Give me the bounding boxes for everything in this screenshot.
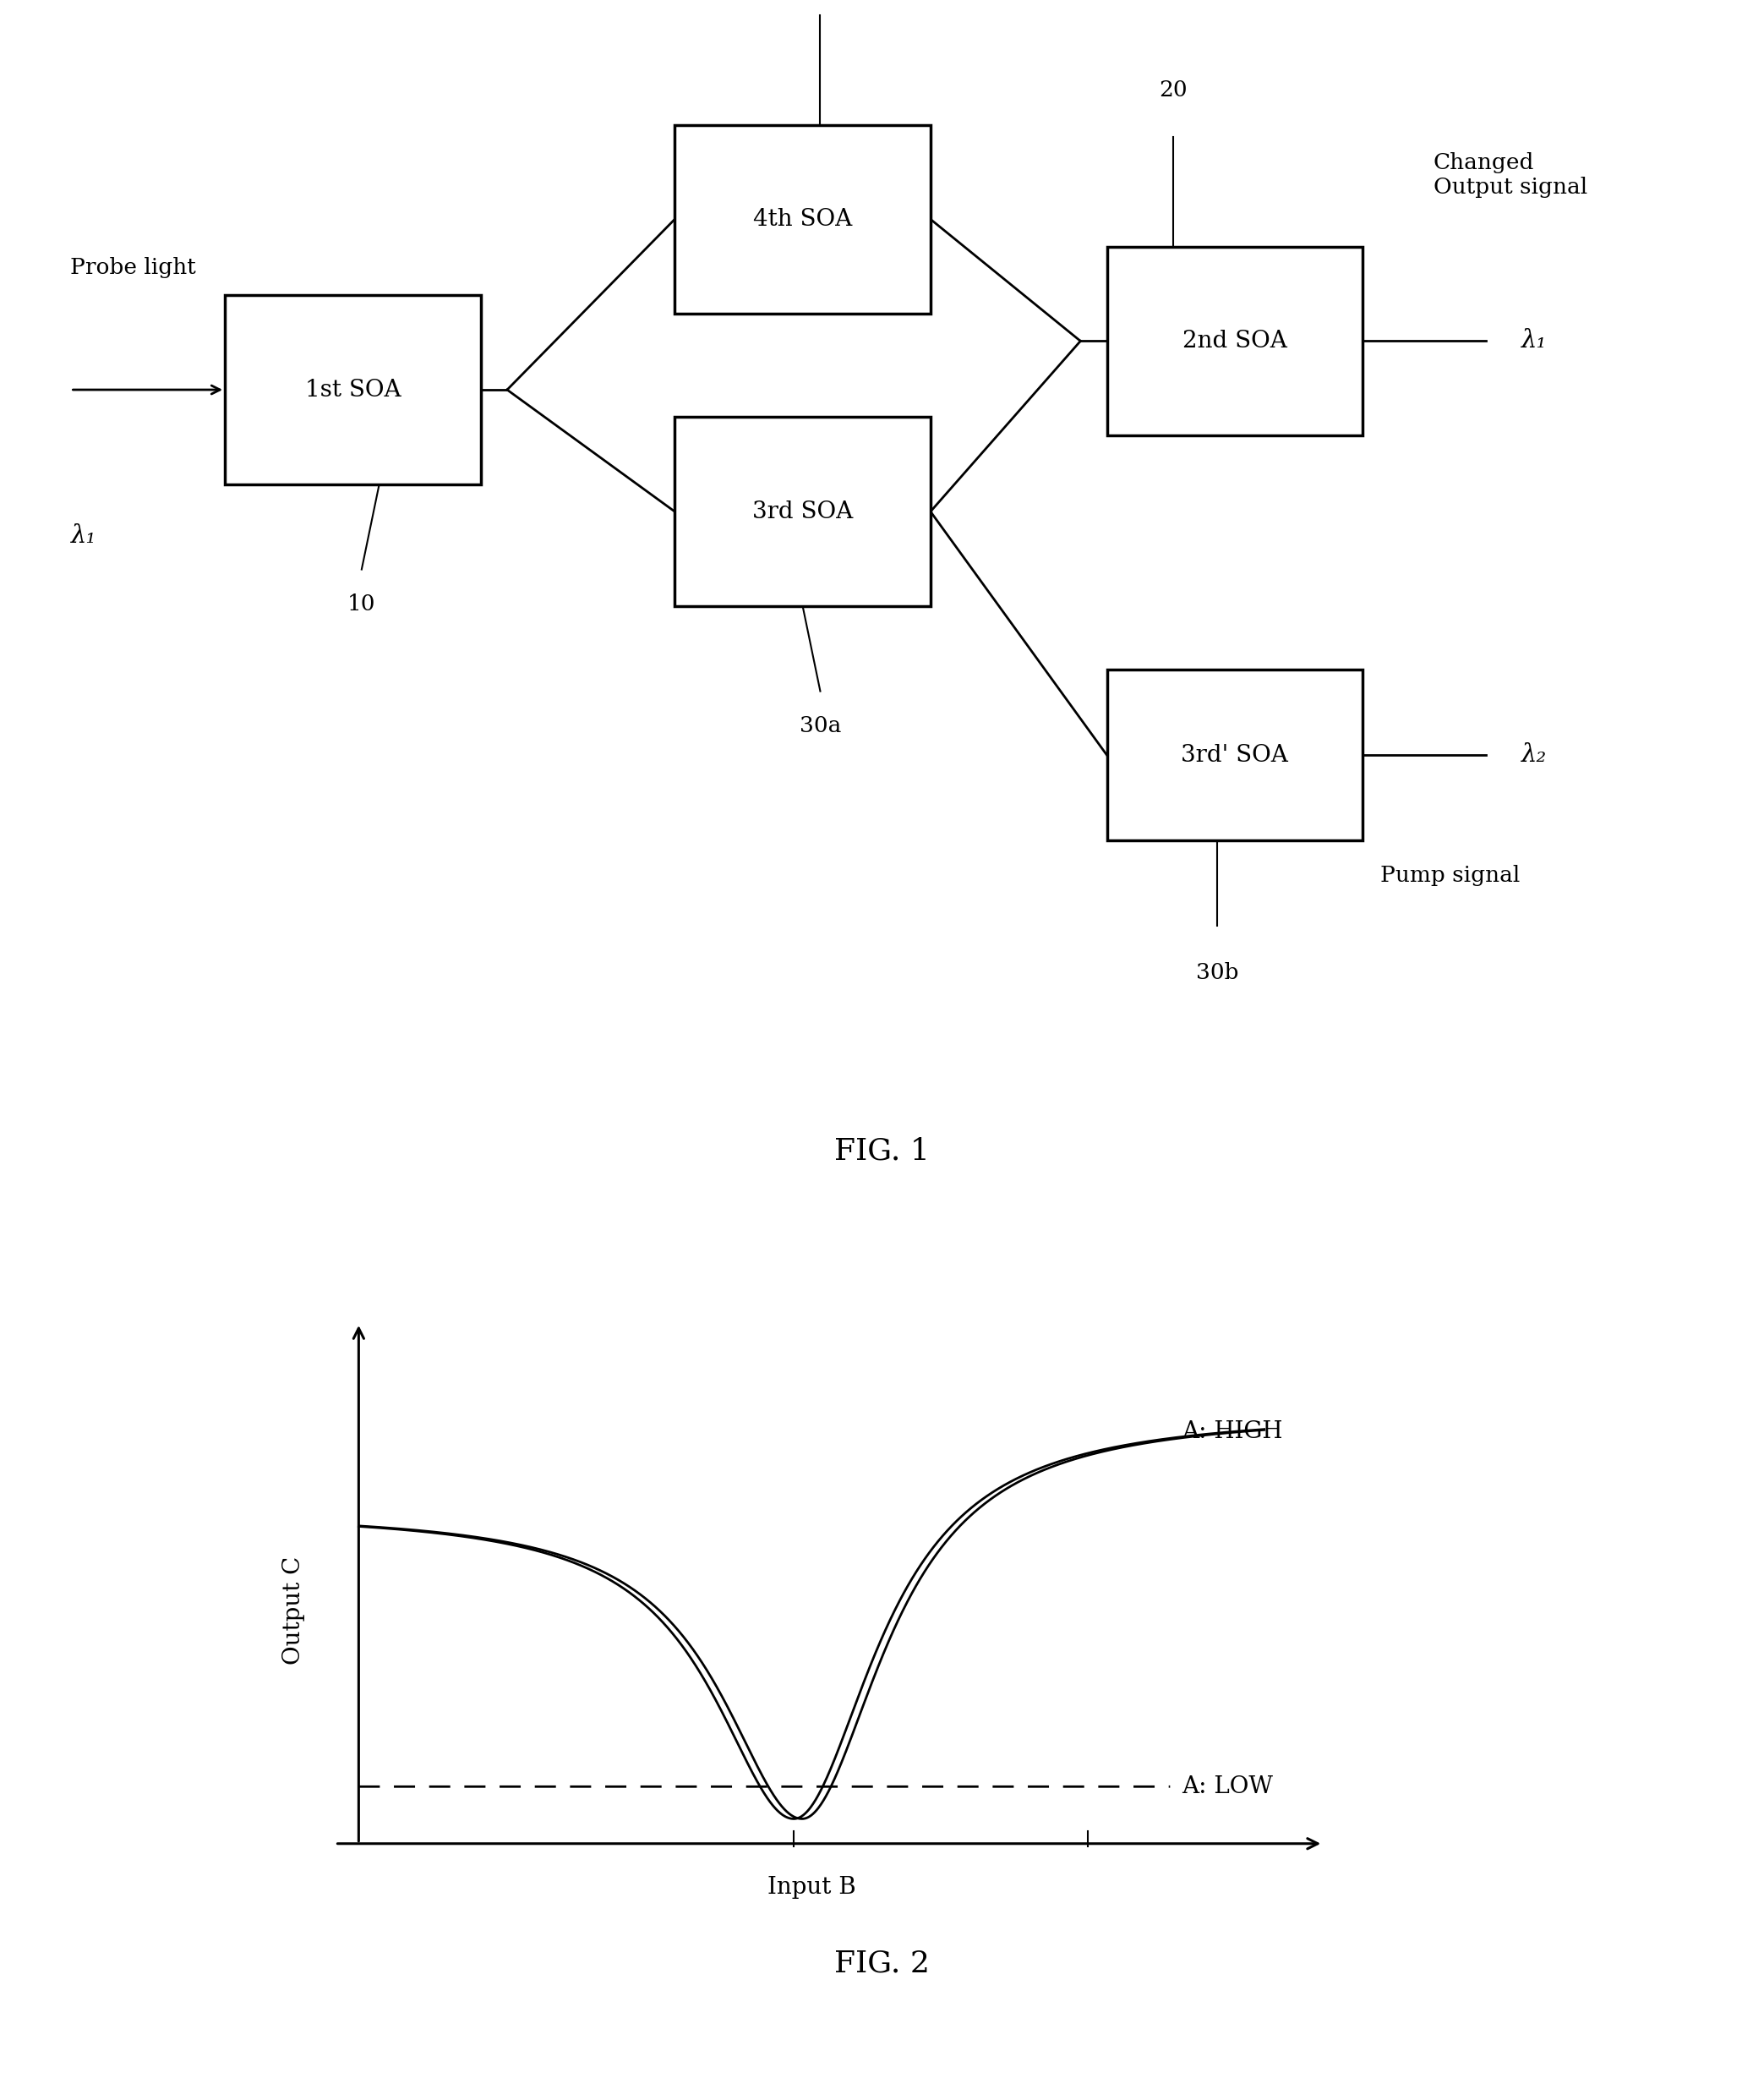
Text: FIG. 2: FIG. 2 xyxy=(834,1949,930,1978)
Text: 4th SOA: 4th SOA xyxy=(753,208,852,231)
Text: A: LOW: A: LOW xyxy=(1182,1774,1274,1798)
Bar xyxy=(1108,246,1364,435)
Bar xyxy=(674,124,931,313)
Text: Pump signal: Pump signal xyxy=(1379,865,1521,886)
Text: A: HIGH: A: HIGH xyxy=(1182,1422,1282,1443)
Bar xyxy=(674,418,931,607)
Text: λ₁: λ₁ xyxy=(71,525,95,548)
Text: λ₁: λ₁ xyxy=(1521,330,1547,353)
Text: λ₂: λ₂ xyxy=(1521,743,1547,766)
Text: 3rd' SOA: 3rd' SOA xyxy=(1182,743,1288,766)
Text: 30b: 30b xyxy=(1196,962,1238,983)
Text: Input B: Input B xyxy=(767,1875,856,1898)
Text: Probe light: Probe light xyxy=(71,258,196,279)
Text: 30a: 30a xyxy=(799,716,841,737)
Text: 1st SOA: 1st SOA xyxy=(305,378,400,401)
Text: 20: 20 xyxy=(1159,80,1187,101)
Text: Changed
Output signal: Changed Output signal xyxy=(1432,153,1588,197)
Text: 3rd SOA: 3rd SOA xyxy=(751,500,854,523)
Text: Output C: Output C xyxy=(282,1556,305,1665)
Bar xyxy=(226,296,480,485)
Text: FIG. 1: FIG. 1 xyxy=(834,1136,930,1166)
Text: 10: 10 xyxy=(348,594,376,615)
Text: 2nd SOA: 2nd SOA xyxy=(1182,330,1288,353)
Bar xyxy=(1108,670,1364,840)
